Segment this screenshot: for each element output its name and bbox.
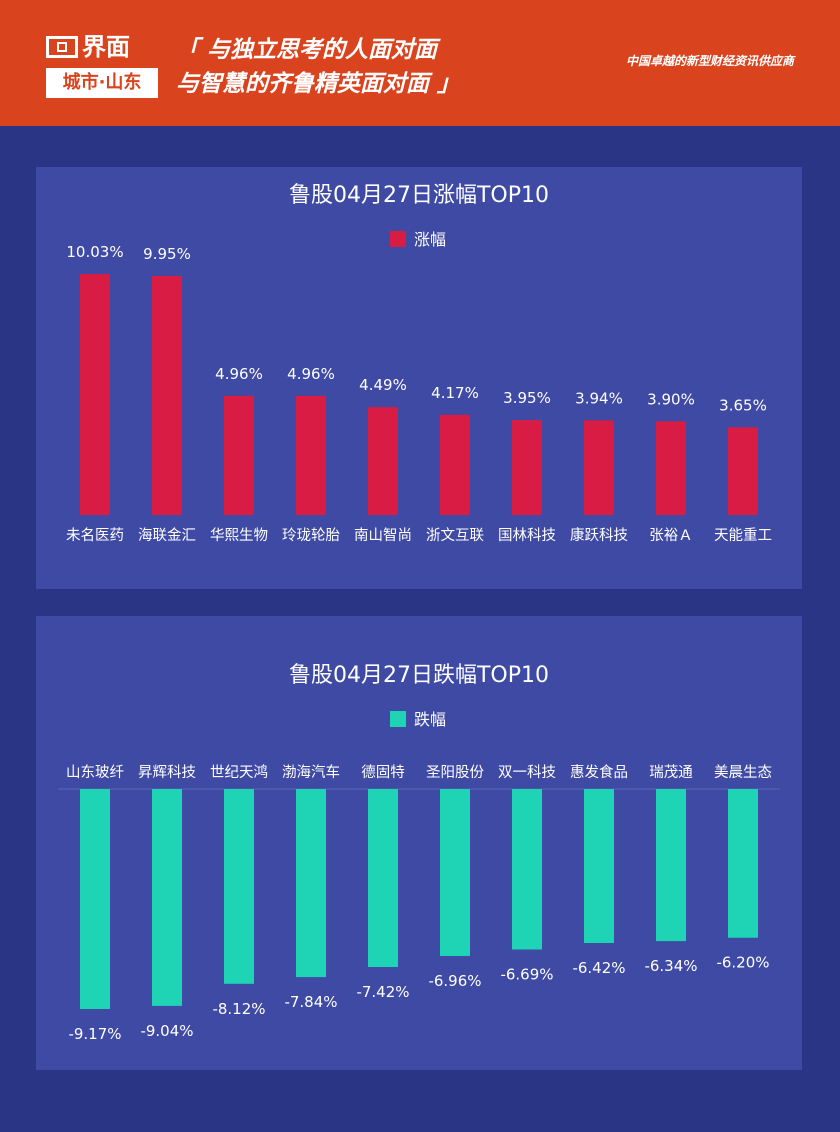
slogan-line-1: 「 与独立思考的人面对面	[176, 37, 438, 63]
gainers-value-label: 9.95%	[143, 245, 191, 263]
losers-bar	[296, 789, 326, 978]
losers-bar	[152, 789, 182, 1006]
losers-category-label: 山东玻纤	[66, 764, 124, 781]
gainers-category-label: 国林科技	[498, 527, 556, 544]
losers-bar	[440, 789, 470, 956]
gainers-category-label: 康跃科技	[570, 527, 628, 544]
gainers-value-label: 4.96%	[215, 365, 263, 383]
losers-bar	[584, 789, 614, 944]
gainers-chart-panel: 鲁股04月27日涨幅TOP10 涨幅 10.03% 未名医药 9.95% 海联金汇 4.96…	[36, 167, 802, 589]
losers-bar	[368, 789, 398, 968]
gainers-category-label: 海联金汇	[138, 527, 196, 544]
logo-mark-icon	[46, 36, 78, 58]
gainers-legend-swatch	[390, 231, 406, 247]
gainers-value-label: 3.94%	[575, 389, 623, 407]
gainers-category-label: 华熙生物	[210, 527, 268, 544]
losers-value-label: -6.69%	[500, 966, 553, 984]
losers-category-label: 世纪天鸿	[210, 764, 268, 781]
losers-category-label: 美晨生态	[714, 764, 772, 781]
gainers-legend-label: 涨幅	[414, 230, 446, 249]
losers-category-label: 昇辉科技	[138, 764, 196, 781]
losers-category-label: 渤海汽车	[282, 764, 340, 781]
gainers-category-label: 浙文互联	[426, 527, 484, 544]
losers-value-label: -6.34%	[644, 957, 697, 975]
losers-category-label: 圣阳股份	[426, 764, 484, 781]
logo-text: 界面	[82, 33, 130, 61]
gainers-category-label: 南山智尚	[354, 527, 412, 544]
gainers-bar	[656, 421, 686, 515]
gainers-bar	[440, 414, 470, 515]
gainers-value-label: 3.65%	[719, 396, 767, 414]
losers-legend-swatch	[390, 711, 406, 727]
gainers-chart: 鲁股04月27日涨幅TOP10 涨幅 10.03% 未名医药 9.95% 海联金汇 4.96…	[66, 183, 772, 544]
gainers-value-label: 4.96%	[287, 365, 335, 383]
losers-value-label: -6.20%	[716, 954, 769, 972]
gainers-bar	[152, 275, 182, 515]
losers-value-label: -6.42%	[572, 959, 625, 977]
gainers-bar	[584, 420, 614, 515]
gainers-value-label: 3.90%	[647, 390, 695, 408]
gainers-category-label: 天能重工	[714, 527, 772, 544]
header-banner: 界面 城市·山东 「 与独立思考的人面对面 与智慧的齐鲁精英面对面 」 中国卓越…	[0, 0, 840, 126]
tagline: 中国卓越的新型财经资讯供应商	[625, 54, 794, 68]
losers-bar	[224, 789, 254, 984]
gainers-bar	[296, 395, 326, 515]
losers-category-label: 惠发食品	[570, 764, 628, 781]
logo-subtitle: 城市·山东	[46, 68, 158, 98]
gainers-category-label: 玲珑轮胎	[282, 527, 340, 544]
losers-value-label: -9.17%	[68, 1025, 121, 1043]
gainers-category-label: 张裕Ａ	[649, 527, 693, 544]
losers-value-label: -8.12%	[212, 1000, 265, 1018]
losers-chart: 鲁股04月27日跌幅TOP10 跌幅 -9.17% 山东玻纤 -9.04% 昇辉科技 -8.…	[58, 663, 780, 1043]
losers-category-label: 瑞茂通	[649, 764, 693, 781]
gainers-bar	[80, 274, 110, 515]
losers-chart-panel: 鲁股04月27日跌幅TOP10 跌幅 -9.17% 山东玻纤 -9.04% 昇辉科技 -8.…	[36, 616, 802, 1070]
losers-legend-label: 跌幅	[414, 710, 446, 729]
gainers-value-label: 4.17%	[431, 384, 479, 402]
losers-category-label: 双一科技	[498, 764, 556, 781]
losers-value-label: -9.04%	[140, 1022, 193, 1040]
gainers-value-label: 10.03%	[66, 243, 123, 261]
losers-bar	[512, 789, 542, 950]
losers-value-label: -7.84%	[284, 993, 337, 1011]
losers-chart-title: 鲁股04月27日跌幅TOP10	[289, 663, 549, 688]
gainers-chart-title: 鲁股04月27日涨幅TOP10	[289, 183, 549, 208]
losers-category-label: 德固特	[361, 764, 405, 781]
gainers-category-label: 未名医药	[66, 527, 124, 544]
losers-value-label: -7.42%	[356, 983, 409, 1001]
gainers-bar	[368, 407, 398, 515]
gainers-value-label: 4.49%	[359, 376, 407, 394]
losers-value-label: -6.96%	[428, 972, 481, 990]
brand-logo: 界面	[46, 32, 158, 62]
slogan-line-2: 与智慧的齐鲁精英面对面 」	[176, 71, 461, 97]
losers-bar	[80, 789, 110, 1009]
gainers-bar	[728, 427, 758, 515]
gainers-value-label: 3.95%	[503, 389, 551, 407]
gainers-bar	[224, 395, 254, 515]
gainers-bar	[512, 420, 542, 515]
losers-bar	[656, 789, 686, 942]
losers-bar	[728, 789, 758, 938]
